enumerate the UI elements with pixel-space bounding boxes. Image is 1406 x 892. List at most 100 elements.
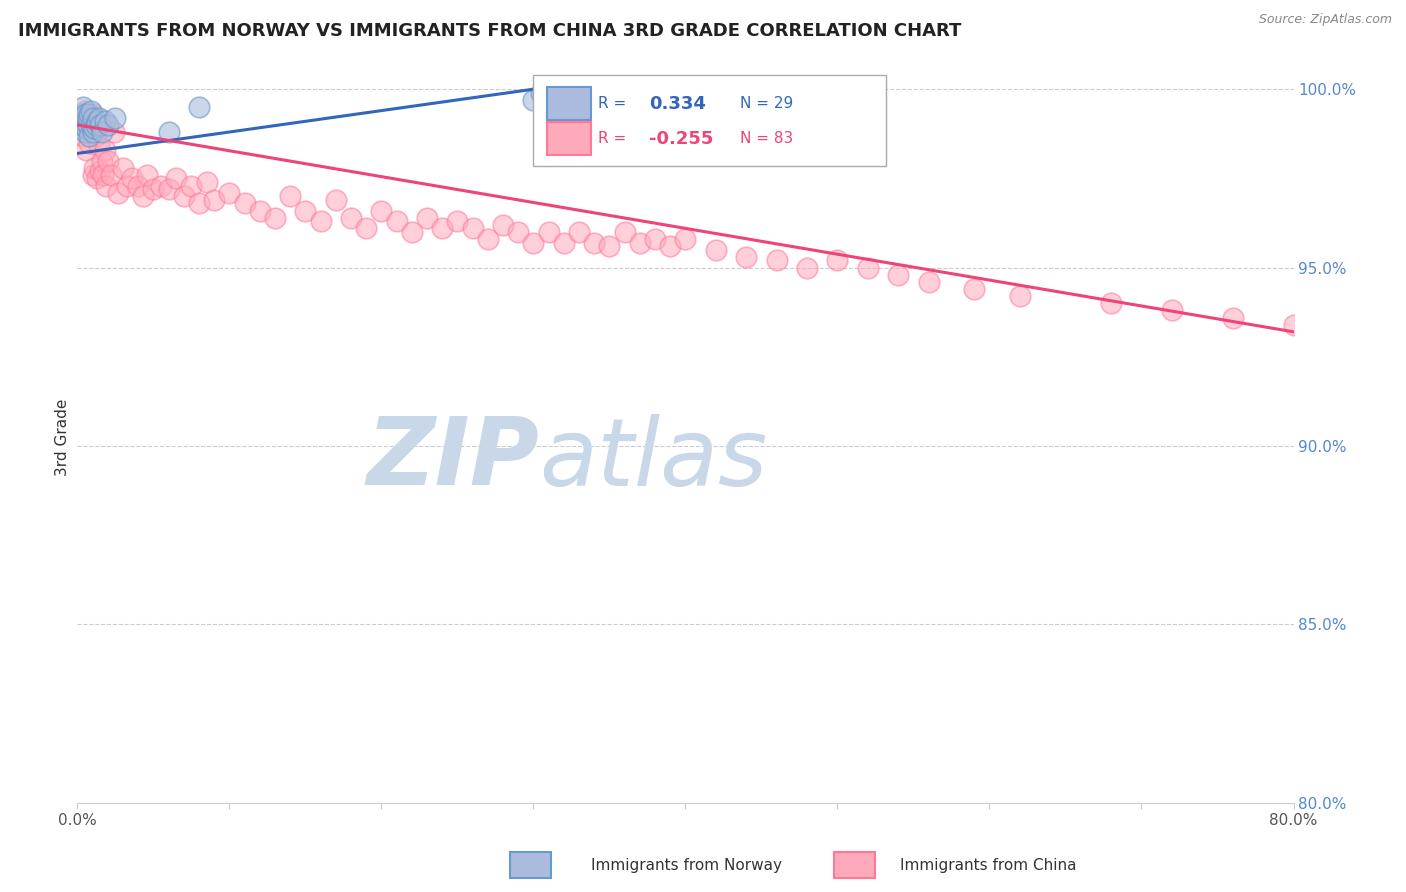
- Point: [87, 111, 110, 125]
- Point: [173, 189, 195, 203]
- Point: [613, 225, 636, 239]
- Point: [97, 153, 120, 168]
- Point: [325, 193, 347, 207]
- Point: [70, 118, 93, 132]
- Point: [111, 161, 134, 175]
- Point: [79, 136, 101, 150]
- Point: [75, 121, 97, 136]
- Point: [735, 250, 758, 264]
- Point: [278, 189, 301, 203]
- Point: [628, 235, 651, 250]
- Point: [401, 225, 423, 239]
- Point: [1008, 289, 1031, 303]
- Point: [72, 100, 94, 114]
- Point: [1099, 296, 1122, 310]
- Point: [354, 221, 377, 235]
- Point: [553, 235, 575, 250]
- Point: [195, 175, 218, 189]
- Text: -0.255: -0.255: [650, 129, 713, 148]
- Point: [522, 93, 544, 107]
- Point: [82, 168, 104, 182]
- Point: [477, 232, 499, 246]
- Point: [385, 214, 408, 228]
- Point: [432, 221, 454, 235]
- Point: [659, 239, 682, 253]
- Point: [83, 121, 105, 136]
- Point: [80, 103, 103, 118]
- Text: R =: R =: [598, 96, 626, 111]
- Point: [1282, 318, 1305, 332]
- Point: [121, 171, 143, 186]
- Point: [136, 168, 159, 182]
- Point: [103, 125, 125, 139]
- Point: [107, 186, 129, 200]
- Point: [644, 232, 666, 246]
- Point: [82, 111, 104, 125]
- Point: [492, 218, 515, 232]
- Point: [918, 275, 941, 289]
- Text: ZIP: ZIP: [367, 413, 540, 505]
- Text: Immigrants from China: Immigrants from China: [900, 858, 1077, 872]
- Point: [765, 253, 787, 268]
- Point: [104, 111, 127, 125]
- FancyBboxPatch shape: [547, 122, 591, 155]
- Point: [583, 235, 606, 250]
- Point: [73, 125, 96, 139]
- Point: [1161, 303, 1184, 318]
- Y-axis label: 3rd Grade: 3rd Grade: [55, 399, 70, 475]
- Point: [522, 235, 544, 250]
- Point: [165, 171, 187, 186]
- Point: [96, 178, 118, 193]
- Point: [86, 114, 108, 128]
- Point: [75, 107, 97, 121]
- Point: [530, 86, 553, 100]
- Text: R =: R =: [598, 131, 626, 146]
- Point: [90, 153, 112, 168]
- Point: [87, 139, 110, 153]
- Point: [86, 171, 108, 186]
- Point: [704, 243, 727, 257]
- Point: [218, 186, 240, 200]
- Point: [461, 221, 484, 235]
- Text: Source: ZipAtlas.com: Source: ZipAtlas.com: [1258, 13, 1392, 27]
- Point: [72, 128, 94, 143]
- Point: [77, 118, 100, 132]
- Point: [131, 189, 153, 203]
- Point: [127, 178, 149, 193]
- Text: IMMIGRANTS FROM NORWAY VS IMMIGRANTS FROM CHINA 3RD GRADE CORRELATION CHART: IMMIGRANTS FROM NORWAY VS IMMIGRANTS FRO…: [18, 22, 962, 40]
- Point: [249, 203, 271, 218]
- Point: [188, 196, 211, 211]
- Point: [89, 164, 111, 178]
- Point: [93, 143, 115, 157]
- Point: [340, 211, 363, 225]
- FancyBboxPatch shape: [533, 75, 886, 167]
- FancyBboxPatch shape: [547, 87, 591, 120]
- Point: [180, 178, 202, 193]
- Point: [188, 100, 211, 114]
- Point: [157, 125, 180, 139]
- Point: [82, 107, 104, 121]
- Text: 0.334: 0.334: [650, 95, 706, 112]
- Point: [80, 118, 103, 132]
- Point: [446, 214, 468, 228]
- Point: [675, 232, 697, 246]
- Point: [416, 211, 439, 225]
- Point: [82, 125, 104, 139]
- Point: [73, 103, 96, 118]
- Point: [963, 282, 986, 296]
- Text: atlas: atlas: [540, 414, 768, 505]
- Point: [89, 118, 111, 132]
- Text: Immigrants from Norway: Immigrants from Norway: [591, 858, 782, 872]
- Point: [568, 225, 591, 239]
- Point: [75, 143, 97, 157]
- Point: [84, 118, 107, 132]
- Point: [796, 260, 818, 275]
- Point: [117, 178, 139, 193]
- Point: [83, 161, 105, 175]
- Point: [1222, 310, 1244, 325]
- Point: [827, 253, 849, 268]
- Point: [70, 118, 93, 132]
- Point: [79, 125, 101, 139]
- Point: [93, 114, 115, 128]
- Point: [72, 107, 94, 121]
